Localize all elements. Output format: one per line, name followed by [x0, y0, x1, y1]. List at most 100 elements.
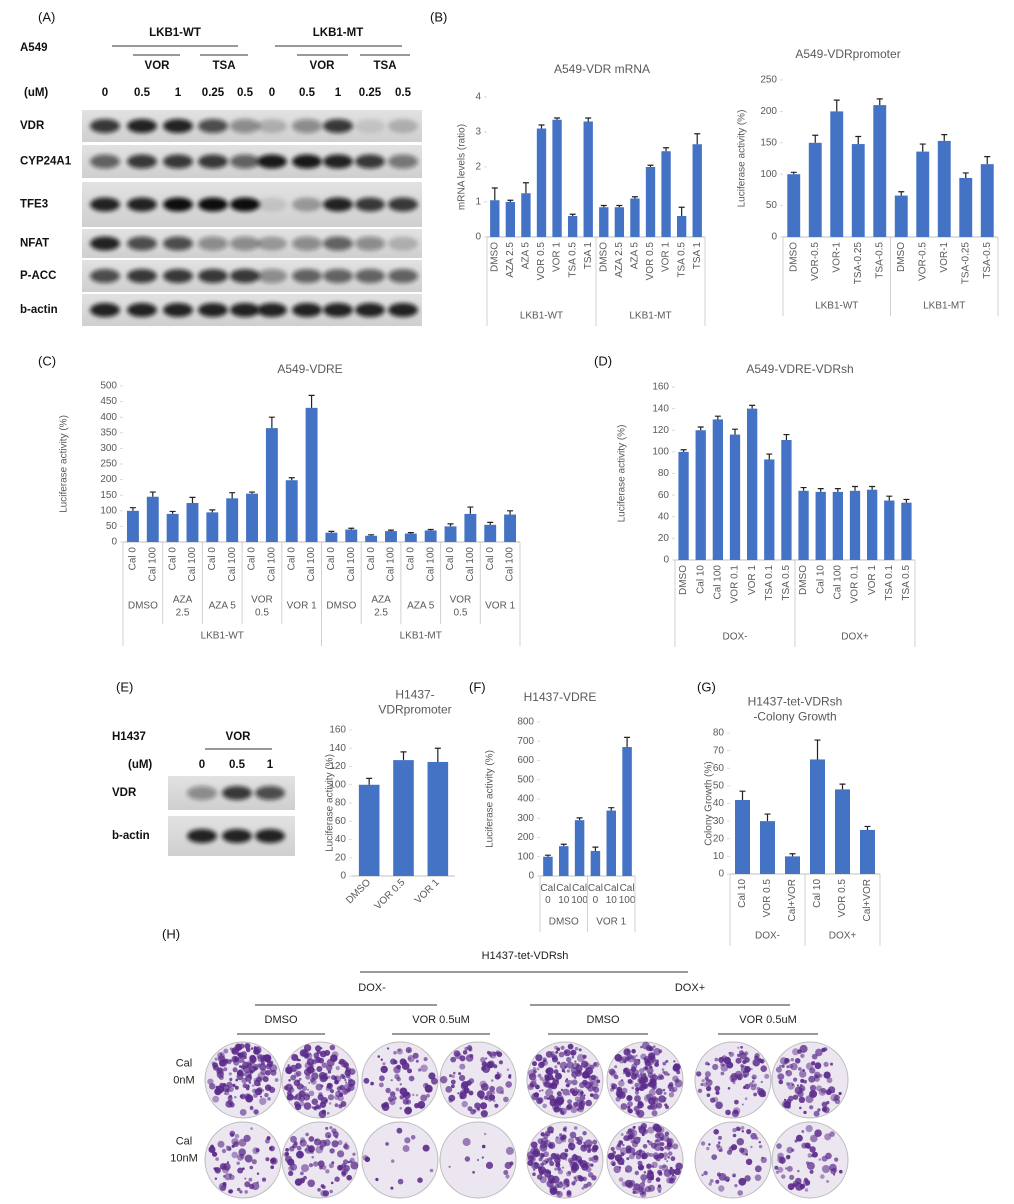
error-bar	[919, 143, 926, 152]
colony	[288, 1165, 294, 1172]
colony	[383, 1101, 389, 1108]
colony	[536, 1067, 540, 1071]
error-bar	[962, 172, 969, 178]
colony	[647, 1169, 653, 1175]
colony	[636, 1110, 641, 1115]
colony	[415, 1059, 419, 1063]
colony	[340, 1059, 348, 1068]
bar	[781, 439, 792, 560]
x-tick-label: Cal 10	[695, 565, 706, 594]
error-bar	[852, 485, 858, 491]
colony	[620, 1103, 628, 1110]
colony	[503, 1096, 509, 1103]
band	[388, 269, 418, 283]
colony	[672, 1086, 678, 1093]
colony	[468, 1078, 475, 1084]
colony	[210, 1144, 215, 1149]
band	[388, 119, 418, 133]
y-tick-label: 600	[517, 755, 534, 766]
colony	[640, 1174, 648, 1181]
error-bar	[491, 187, 498, 201]
bar	[285, 480, 298, 542]
colony	[462, 1050, 468, 1055]
band	[292, 303, 322, 317]
colony	[346, 1174, 353, 1181]
colony	[816, 1085, 822, 1092]
treatment-label: TSA	[213, 60, 236, 72]
error-bar	[886, 495, 893, 501]
colony	[717, 1141, 721, 1144]
colony	[545, 1068, 551, 1074]
band	[230, 119, 260, 133]
y-tick-label: 700	[517, 736, 534, 747]
colony	[408, 1075, 415, 1082]
colony	[622, 1143, 625, 1147]
colony	[319, 1101, 327, 1108]
error-bar	[585, 117, 592, 122]
colony	[639, 1086, 644, 1091]
colony	[565, 1078, 569, 1081]
colony	[813, 1110, 820, 1117]
band	[127, 236, 157, 251]
colony	[459, 1074, 466, 1082]
colony	[590, 1163, 594, 1167]
colony	[536, 1097, 543, 1105]
error-bar	[903, 498, 910, 503]
colony	[330, 1181, 334, 1185]
colony	[312, 1065, 314, 1067]
colony	[440, 1076, 448, 1084]
unit-label: (uM)	[24, 87, 48, 99]
error-bar	[569, 213, 576, 216]
colony	[642, 1083, 649, 1090]
band	[323, 197, 353, 212]
dose-label: 0	[199, 759, 205, 771]
error-bar	[680, 449, 687, 452]
y-axis-label: Luciferase activity (%)	[59, 415, 70, 513]
colony	[628, 1153, 635, 1160]
colony	[399, 1107, 403, 1110]
colony	[713, 1129, 719, 1135]
colony	[626, 1157, 630, 1161]
band	[198, 303, 228, 317]
colony	[708, 1182, 712, 1186]
colony	[270, 1157, 278, 1165]
colony	[460, 1095, 464, 1100]
colony	[809, 1169, 814, 1174]
band	[323, 269, 353, 283]
x-tick-label: TSA 1	[692, 242, 703, 270]
error-bar	[268, 416, 275, 429]
colony	[217, 1055, 226, 1063]
colony	[528, 1073, 537, 1081]
band	[198, 154, 228, 169]
bar	[692, 144, 702, 237]
error-bar	[941, 134, 948, 141]
colony	[248, 1183, 255, 1190]
colony	[264, 1084, 272, 1091]
colony	[716, 1143, 721, 1148]
y-tick-label: 0	[663, 555, 669, 566]
y-tick-label: 20	[658, 533, 670, 544]
bar	[186, 503, 199, 542]
colony	[556, 1091, 562, 1097]
colony	[232, 1067, 238, 1073]
colony	[327, 1094, 335, 1101]
colony	[334, 1103, 339, 1108]
colony	[647, 1072, 654, 1079]
bar	[146, 496, 159, 542]
colony	[568, 1142, 573, 1147]
colony	[578, 1159, 583, 1164]
colony	[752, 1058, 761, 1067]
bar	[860, 829, 875, 874]
colony	[333, 1076, 338, 1080]
x-tick-label: DMSO	[798, 565, 809, 595]
error-bar	[898, 191, 905, 196]
error-bar	[407, 532, 414, 534]
panel-label: (E)	[116, 679, 133, 694]
colony	[647, 1140, 650, 1143]
colony	[423, 1057, 428, 1062]
colony	[545, 1160, 549, 1164]
colony	[538, 1166, 546, 1174]
colony	[573, 1179, 578, 1183]
colony	[565, 1158, 568, 1161]
colony	[758, 1141, 761, 1144]
